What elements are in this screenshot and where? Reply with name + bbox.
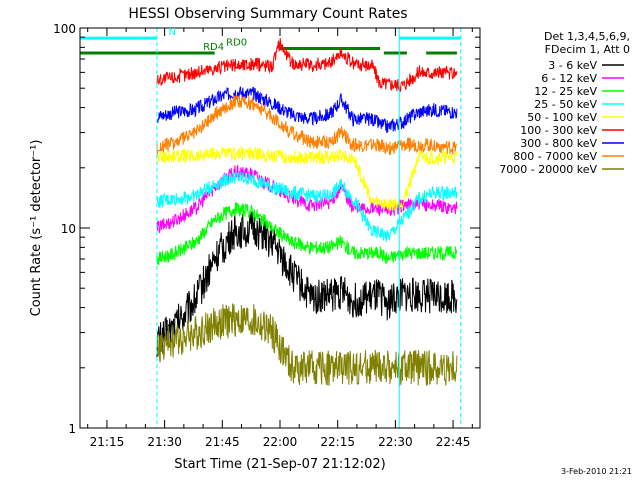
legend: Det 1,3,4,5,6,9, FDecim 1, Att 0 3 - 6 k…: [499, 30, 630, 176]
series-line-2: [156, 202, 458, 266]
legend-label-4: 50 - 100 keV: [527, 111, 597, 124]
y-tick-label: 100: [53, 22, 76, 36]
series-layer: [156, 38, 458, 386]
x-tick-label: 22:30: [378, 435, 413, 449]
y-tick-label: 10: [61, 222, 76, 236]
chart-title: HESSI Observing Summary Count Rates: [128, 6, 407, 22]
x-tick-label: 22:15: [320, 435, 355, 449]
legend-label-1: 6 - 12 keV: [541, 72, 597, 85]
flag-label-rd0: RD0: [226, 37, 247, 48]
series-line-4: [156, 146, 458, 212]
y-axis-label: Count Rate (s⁻¹ detector⁻¹): [29, 140, 44, 317]
x-tick-label: 21:30: [147, 435, 182, 449]
x-axis: 21:15 21:30 21:45 22:00 22:15 22:30 22:45: [87, 28, 473, 449]
series-line-3: [156, 171, 458, 242]
flag-layer: [80, 36, 461, 55]
legend-label-6: 300 - 800 keV: [520, 137, 597, 150]
vline-layer: [156, 28, 462, 428]
y-axis: 1 10 100: [53, 22, 480, 436]
legend-header-line-1: Det 1,3,4,5,6,9,: [544, 30, 630, 43]
series-line-5: [156, 38, 458, 93]
legend-header-line-2: FDecim 1, Att 0: [545, 43, 630, 56]
legend-label-8: 7000 - 20000 keV: [499, 163, 597, 176]
series-line-8: [156, 303, 458, 386]
x-tick-label: 21:15: [90, 435, 125, 449]
legend-label-3: 25 - 50 keV: [534, 98, 597, 111]
legend-label-7: 800 - 7000 keV: [513, 150, 597, 163]
flag-label-rd4: RD4: [203, 42, 224, 53]
flag-label-n: N: [168, 27, 175, 38]
legend-label-5: 100 - 300 keV: [520, 124, 597, 137]
x-tick-label: 21:45: [205, 435, 240, 449]
legend-label-0: 3 - 6 keV: [548, 59, 597, 72]
footer-timestamp: 3-Feb-2010 21:21: [561, 467, 632, 476]
series-line-7: [156, 94, 458, 155]
x-tick-label: 22:00: [263, 435, 298, 449]
series-line-6: [156, 86, 458, 133]
series-line-1: [156, 164, 458, 233]
x-axis-label: Start Time (21-Sep-07 21:12:02): [174, 457, 385, 472]
x-tick-label: 22:45: [436, 435, 471, 449]
series-line-0: [156, 211, 458, 359]
legend-label-2: 12 - 25 keV: [534, 85, 597, 98]
y-tick-label: 1: [68, 422, 76, 436]
